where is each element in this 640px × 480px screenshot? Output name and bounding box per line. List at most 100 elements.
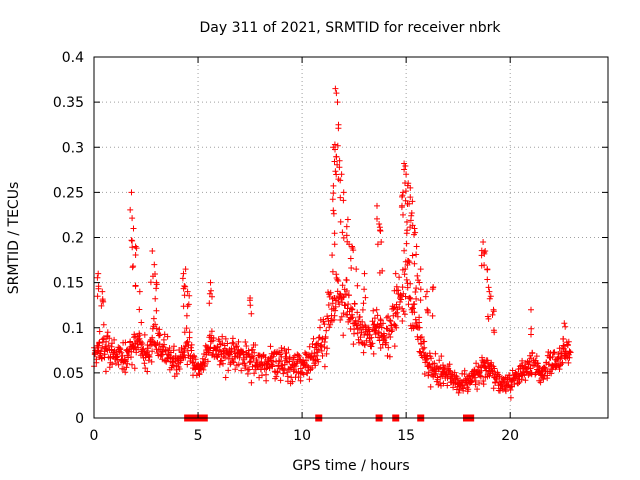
data-point [407, 194, 414, 201]
data-point [128, 354, 134, 361]
data-point [362, 294, 369, 301]
data-point [399, 284, 406, 291]
data-point [153, 307, 160, 314]
data-point [280, 370, 287, 377]
data-point [345, 301, 352, 308]
data-point [480, 239, 487, 245]
data-point [96, 328, 103, 335]
data-point [136, 306, 143, 313]
data-point [322, 333, 329, 340]
data-point [438, 353, 445, 360]
data-point [182, 266, 189, 273]
data-point [460, 385, 467, 392]
data-point [402, 293, 409, 300]
data-point [222, 374, 229, 381]
data-point [118, 349, 125, 356]
data-point [490, 308, 497, 315]
data-point [250, 355, 257, 362]
data-point [416, 319, 423, 326]
data-point [399, 318, 406, 324]
data-point [476, 380, 483, 386]
data-point [476, 372, 483, 379]
y-tick-label: 0.25 [53, 185, 84, 201]
data-point [342, 302, 349, 309]
data-point [206, 300, 213, 307]
data-point [240, 355, 247, 361]
data-point [319, 352, 326, 359]
data-point [417, 334, 424, 341]
data-point [413, 285, 420, 292]
data-point [444, 382, 451, 389]
data-point [342, 291, 349, 298]
data-point [242, 339, 249, 345]
data-point [339, 299, 346, 306]
data-point [405, 301, 412, 308]
data-point [150, 315, 157, 322]
x-tick-labels: 0 5 10 15 20 [90, 428, 520, 444]
data-point [235, 361, 242, 368]
data-point [332, 168, 339, 175]
data-point [455, 389, 462, 396]
data-point [403, 171, 410, 178]
data-point [385, 313, 392, 320]
data-point [339, 229, 346, 236]
data-point [426, 361, 433, 368]
data-point [201, 362, 208, 368]
data-point [324, 345, 331, 352]
data-point [184, 288, 191, 295]
data-point [153, 281, 160, 288]
data-point [188, 341, 195, 348]
data-point [246, 297, 253, 304]
data-point [387, 334, 394, 340]
data-point [100, 321, 107, 328]
data-point [465, 386, 472, 393]
data-point [315, 358, 322, 365]
data-point [348, 265, 355, 271]
data-point [179, 275, 186, 282]
data-point [447, 368, 454, 375]
data-point [101, 351, 108, 358]
data-point [214, 343, 221, 350]
data-point [330, 190, 337, 197]
data-point [284, 373, 291, 380]
data-point [135, 344, 142, 351]
data-point [522, 377, 529, 384]
data-point [340, 189, 347, 196]
data-point [337, 177, 344, 184]
data-point [142, 365, 149, 372]
data-point [200, 366, 207, 373]
data-point [416, 279, 423, 286]
data-point [289, 378, 296, 385]
data-point [403, 240, 410, 247]
data-point [224, 340, 231, 347]
data-point [538, 372, 544, 379]
data-point [292, 363, 299, 370]
data-point [329, 252, 336, 259]
data-point [283, 350, 290, 356]
x-tick-label: 5 [194, 428, 203, 444]
data-point [246, 350, 252, 357]
data-point [148, 358, 155, 365]
data-point [129, 215, 136, 222]
data-point [106, 364, 113, 371]
data-point [95, 270, 102, 277]
data-point [380, 320, 387, 327]
data-point [129, 237, 136, 244]
data-point [117, 346, 124, 353]
data-point [251, 370, 258, 377]
data-point [244, 370, 251, 377]
data-point [562, 323, 569, 330]
data-point [340, 197, 347, 204]
data-point [336, 164, 343, 171]
data-point [333, 153, 340, 160]
data-point [151, 261, 158, 268]
data-point [133, 349, 140, 356]
data-point [564, 342, 571, 349]
data-point [502, 388, 509, 395]
data-point [481, 262, 488, 269]
data-point [386, 353, 393, 360]
data-point [559, 359, 566, 366]
data-point [393, 283, 400, 290]
data-point [153, 285, 160, 292]
data-point [296, 353, 303, 360]
